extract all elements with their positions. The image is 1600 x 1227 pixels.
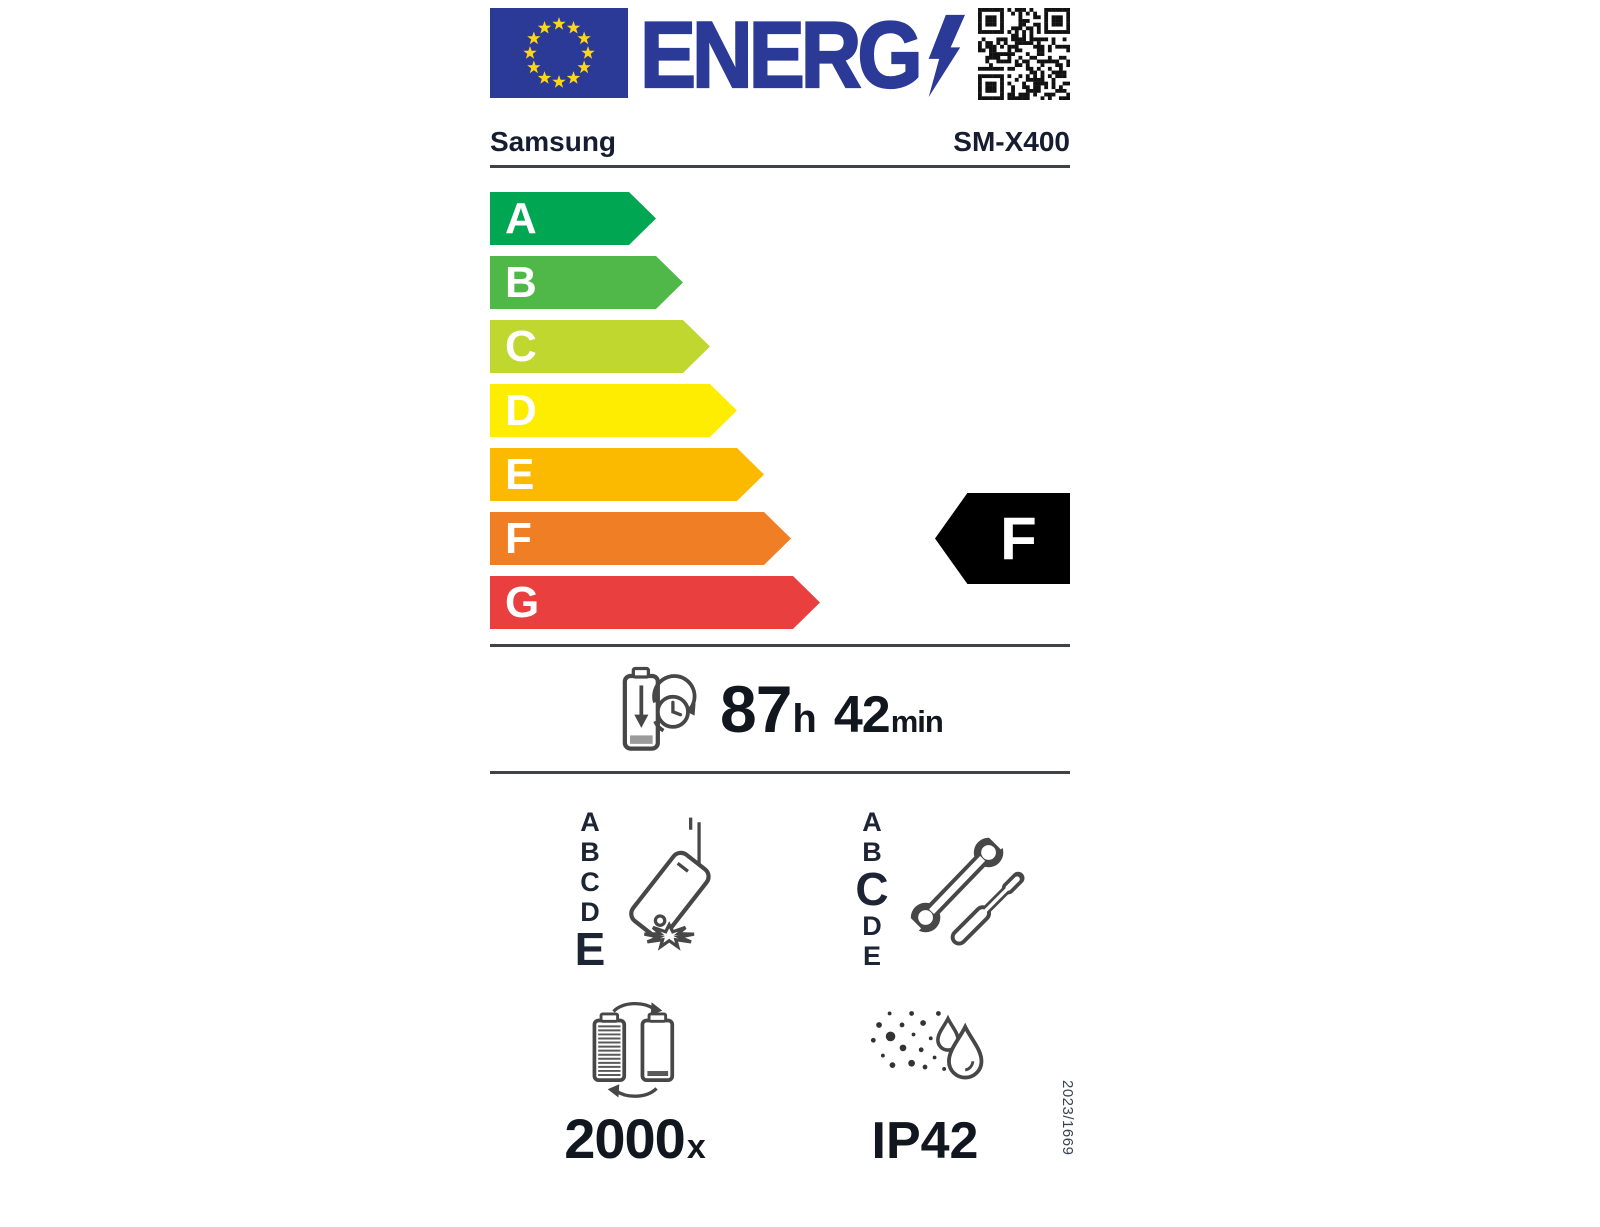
- divider-top: [490, 644, 1070, 647]
- energy-class-letter: F: [505, 514, 532, 563]
- ingress-protection-section: IP42: [780, 999, 1070, 1171]
- energy-class-letter: G: [505, 578, 540, 627]
- endurance-hours-unit: h: [792, 697, 816, 741]
- energy-class-bar-c: C: [490, 320, 710, 373]
- rated-class-letter: F: [1000, 505, 1037, 572]
- class-scale-letter: C: [580, 867, 600, 897]
- energ-logo-text: ENERG: [639, 1, 924, 108]
- energy-class-bar-f: F: [490, 512, 791, 565]
- bottom-grid: 2000 x: [490, 999, 1070, 1171]
- class-scale-letter: A: [580, 807, 600, 837]
- label-header: ENERG: [490, 1, 1070, 108]
- ip-rating-value: IP42: [871, 1112, 979, 1170]
- class-scale-letter: E: [862, 941, 881, 971]
- energy-class-row: E: [490, 448, 1070, 501]
- qr-code: [978, 8, 1070, 100]
- endurance-hours: 87: [720, 672, 792, 746]
- battery-endurance-value: 87 h 42 min: [720, 671, 944, 747]
- energy-class-row: A: [490, 192, 1070, 245]
- repair-tools-icon: [899, 827, 1025, 946]
- endurance-minutes: 42: [833, 686, 891, 744]
- battery-cycles-caption: 2000 x: [564, 1106, 706, 1171]
- energy-lightning-icon: [928, 14, 965, 98]
- class-scale-letter: D: [862, 911, 882, 941]
- energy-class-row: F: [490, 512, 1070, 565]
- ip-rating-caption: IP42: [872, 1111, 979, 1171]
- endurance-minutes-unit: min: [890, 704, 944, 739]
- energ-logo: ENERG: [628, 1, 978, 108]
- class-scale-letter-selected: C: [855, 863, 889, 915]
- energy-class-letter: D: [505, 386, 537, 435]
- battery-endurance-section: 87 h 42 min: [490, 647, 1070, 771]
- energy-class-bar-g: G: [490, 576, 820, 629]
- energy-class-bar-d: D: [490, 384, 737, 437]
- phone-drop-icon: [629, 817, 711, 951]
- dust-water-icon: [870, 1011, 984, 1080]
- energy-class-letter: B: [505, 258, 537, 307]
- impact-burst: [644, 921, 695, 951]
- brand-row: Samsung SM-X400: [490, 126, 1070, 168]
- battery-cycles-icon: [592, 1002, 675, 1098]
- class-scale-letter-selected: E: [574, 923, 606, 975]
- energy-class-bar-a: A: [490, 192, 656, 245]
- class-scale-letter: A: [862, 807, 882, 837]
- qr-code-modules: [978, 8, 1070, 100]
- energy-class-row: D: [490, 384, 1070, 437]
- regulation-number: 2023/1669: [1059, 1080, 1076, 1156]
- eu-flag-icon: [490, 8, 628, 98]
- brand-name: Samsung: [490, 126, 617, 157]
- energy-class-letter: E: [505, 450, 535, 499]
- energy-class-letter: A: [505, 194, 537, 243]
- class-scale-letter: D: [580, 897, 600, 927]
- divider-middle: [490, 771, 1070, 774]
- class-scale-letter: B: [580, 837, 600, 867]
- energy-class-bar-e: E: [490, 448, 764, 501]
- battery-stripes: [598, 1025, 621, 1076]
- energy-class-row: B: [490, 256, 1070, 309]
- battery-cycles-value: 2000: [564, 1107, 686, 1170]
- eu-flag-stars: [523, 17, 595, 88]
- battery-cycles-unit: x: [686, 1128, 706, 1166]
- model-number: SM-X400: [953, 126, 1070, 157]
- class-scale-letter: B: [862, 837, 882, 867]
- dust-particles: [870, 1011, 947, 1071]
- energy-class-letter: C: [505, 322, 537, 371]
- battery-endurance-icon: [622, 666, 697, 751]
- rated-class-indicator: F: [935, 493, 1070, 584]
- energy-class-bar-b: B: [490, 256, 683, 309]
- energy-class-row: C: [490, 320, 1070, 373]
- battery-cycles-section: 2000 x: [490, 999, 780, 1171]
- energy-class-row: G: [490, 576, 1070, 629]
